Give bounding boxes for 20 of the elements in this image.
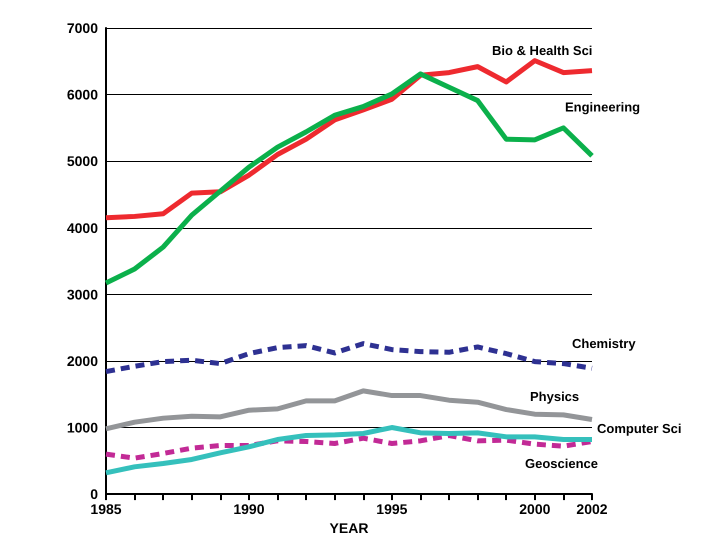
y-tick-label: 2000: [66, 352, 98, 369]
series-label: Chemistry: [572, 336, 636, 351]
y-tick-label: 0: [90, 486, 98, 502]
y-tick-label: 6000: [66, 86, 98, 103]
y-tick-label: 3000: [66, 286, 98, 302]
x-tick-label: 2000: [519, 501, 551, 518]
y-tick-label: 4000: [66, 220, 98, 236]
y-tick-label: 7000: [66, 20, 98, 36]
series-label: Physics: [530, 389, 580, 404]
series-label: Bio & Health Sci: [492, 43, 592, 58]
y-tick-label: 1000: [66, 420, 98, 436]
x-tick-label: 1990: [233, 501, 265, 518]
x-tick-label: 2002: [576, 501, 608, 518]
x-tick-label: 1985: [90, 501, 122, 518]
x-tick-label: 1995: [376, 501, 408, 518]
series-label: Geoscience: [525, 456, 598, 471]
x-axis-title: YEAR: [330, 520, 368, 536]
y-tick-label: 5000: [66, 153, 98, 170]
series-label: Computer Sci: [597, 421, 682, 436]
series-label: Engineering: [565, 99, 640, 114]
